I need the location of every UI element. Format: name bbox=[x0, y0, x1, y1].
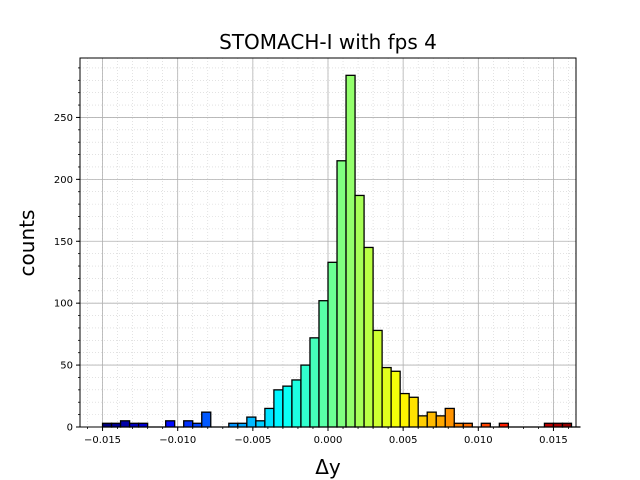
histogram-bar bbox=[183, 420, 194, 428]
histogram-bar bbox=[390, 370, 401, 428]
histogram-bar bbox=[336, 160, 347, 428]
histogram-bar bbox=[480, 422, 491, 428]
histogram-bar bbox=[462, 422, 473, 428]
histogram-bar bbox=[128, 422, 140, 428]
histogram-bar bbox=[444, 407, 455, 428]
x-axis-label: Δy bbox=[315, 455, 341, 479]
y-tick-label: 150 bbox=[54, 237, 73, 248]
histogram-bar bbox=[246, 416, 257, 428]
histogram-bar bbox=[119, 420, 131, 428]
histogram-bar bbox=[543, 422, 555, 428]
histogram-bar bbox=[282, 385, 293, 428]
histogram-bar bbox=[110, 422, 122, 428]
chart-title: STOMACH-I with fps 4 bbox=[219, 30, 437, 54]
x-tick-label: 0.015 bbox=[539, 435, 568, 446]
histogram-bar bbox=[435, 415, 446, 428]
histogram-bar bbox=[345, 74, 356, 428]
histogram-bar bbox=[453, 422, 464, 428]
grid-major bbox=[80, 58, 576, 428]
x-tick-label: 0.005 bbox=[389, 435, 418, 446]
histogram-bar bbox=[264, 407, 275, 428]
histogram-bar bbox=[192, 422, 203, 428]
y-tick-label: 250 bbox=[54, 113, 73, 124]
bars bbox=[101, 74, 581, 428]
histogram-bar bbox=[237, 422, 248, 428]
histogram-bar bbox=[137, 422, 149, 428]
histogram-bar bbox=[381, 366, 392, 428]
histogram-bar bbox=[327, 261, 338, 428]
x-tick-label: −0.010 bbox=[159, 435, 196, 446]
x-tick-label: 0.000 bbox=[314, 435, 343, 446]
histogram-bar bbox=[228, 422, 239, 428]
y-tick-label: 100 bbox=[54, 299, 73, 310]
histogram-bar bbox=[363, 246, 374, 428]
y-tick-label: 200 bbox=[54, 175, 73, 186]
y-tick-label: 50 bbox=[60, 361, 73, 372]
histogram-bar bbox=[165, 420, 176, 428]
x-tick-label: −0.005 bbox=[234, 435, 271, 446]
histogram-bar bbox=[318, 300, 329, 428]
x-tick-label: −0.015 bbox=[84, 435, 121, 446]
histogram-bar bbox=[273, 389, 284, 428]
histogram-bar bbox=[291, 379, 302, 428]
x-axis-ticks: −0.015 −0.010 −0.005 0.000 0.005 0.010 0.015 bbox=[84, 427, 569, 446]
histogram-bar bbox=[255, 420, 266, 428]
histogram-bar bbox=[101, 422, 113, 428]
histogram-bar bbox=[309, 337, 320, 428]
y-axis-label: counts bbox=[15, 210, 39, 277]
histogram-bar bbox=[426, 411, 437, 428]
histogram-bar bbox=[561, 422, 573, 428]
histogram-bar bbox=[498, 422, 510, 428]
histogram-bar bbox=[300, 364, 311, 428]
histogram-bar bbox=[408, 396, 419, 428]
histogram-bar bbox=[201, 411, 212, 428]
histogram-bar bbox=[552, 422, 564, 428]
histogram-bar bbox=[417, 415, 428, 428]
y-tick-label: 0 bbox=[67, 423, 73, 434]
x-tick-label: 0.010 bbox=[464, 435, 493, 446]
histogram-bar bbox=[372, 329, 383, 428]
histogram-bar bbox=[354, 194, 365, 428]
histogram-bar bbox=[399, 392, 410, 428]
y-axis-ticks: 0 50 100 150 200 250 bbox=[54, 67, 80, 434]
